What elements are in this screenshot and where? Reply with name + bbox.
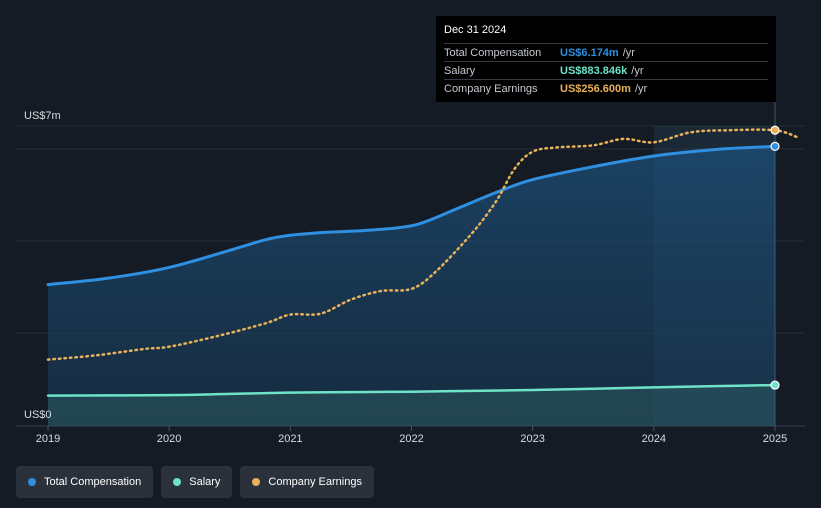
legend-item-salary[interactable]: Salary xyxy=(161,466,233,498)
y-axis-max-label: US$7m xyxy=(24,110,61,122)
company-earnings-marker xyxy=(770,125,780,135)
tooltip-row-total-compensation: Total Compensation US$6.174m /yr xyxy=(444,43,768,61)
chart-legend: Total Compensation Salary Company Earnin… xyxy=(16,466,374,498)
tooltip-value: US$256.600m xyxy=(560,82,631,95)
legend-label: Salary xyxy=(189,476,221,488)
legend-dot-icon xyxy=(173,478,182,486)
x-axis-ticks: 2019 2020 2021 2022 2023 2024 2025 xyxy=(36,426,787,445)
legend-dot-icon xyxy=(252,478,261,486)
tooltip-date: Dec 31 2024 xyxy=(444,24,507,36)
tooltip-label: Total Compensation xyxy=(444,46,542,59)
salary-line xyxy=(46,383,777,397)
compensation-chart: 2019 2020 2021 2022 2023 2024 2025 US$7m US$0 xyxy=(16,102,805,445)
salary-area xyxy=(48,385,775,426)
tooltip-unit: /yr xyxy=(622,46,635,59)
x-tick-label: 2021 xyxy=(278,433,302,445)
legend-label: Company Earnings xyxy=(268,476,362,488)
x-tick-label: 2024 xyxy=(642,433,666,445)
tooltip-value: US$6.174m xyxy=(560,46,619,59)
total-compensation-area xyxy=(48,146,775,426)
legend-label: Total Compensation xyxy=(44,476,142,488)
total-compensation-line xyxy=(46,144,777,287)
chart-tooltip: Dec 31 2024 Total Compensation US$6.174m… xyxy=(436,16,776,102)
legend-item-company-earnings[interactable]: Company Earnings xyxy=(240,466,374,498)
total-compensation-marker xyxy=(770,141,780,151)
x-tick-label: 2023 xyxy=(520,433,544,445)
legend-dot-icon xyxy=(28,478,36,486)
x-tick-label: 2022 xyxy=(399,433,423,445)
tooltip-value: US$883.846k xyxy=(560,64,628,77)
tooltip-row-company-earnings: Company Earnings US$256.600m /yr xyxy=(444,79,768,97)
tooltip-row-salary: Salary US$883.846k /yr xyxy=(444,61,768,79)
hover-markers xyxy=(770,125,780,390)
company-earnings-line xyxy=(46,128,801,361)
tooltip-unit: /yr xyxy=(634,82,648,95)
x-tick-label: 2025 xyxy=(763,433,787,445)
tooltip-unit: /yr xyxy=(631,64,644,77)
x-tick-label: 2020 xyxy=(157,433,181,445)
x-tick-label: 2019 xyxy=(36,433,60,445)
tooltip-label: Company Earnings xyxy=(444,82,538,95)
legend-item-total-compensation[interactable]: Total Compensation xyxy=(16,466,154,498)
y-axis-min-label: US$0 xyxy=(24,409,52,421)
tooltip-label: Salary xyxy=(444,64,476,77)
salary-marker xyxy=(770,380,780,390)
